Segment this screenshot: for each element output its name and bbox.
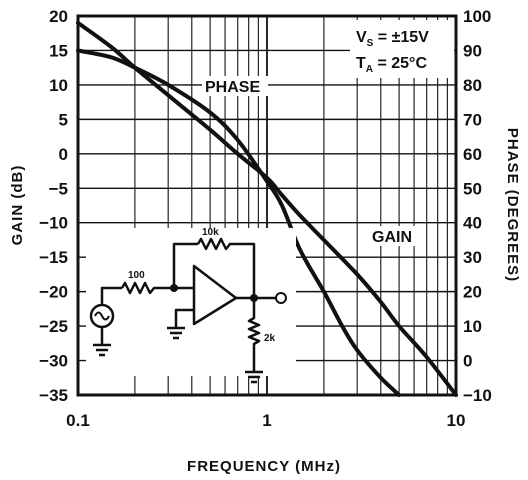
y-tick-label: −25	[39, 317, 68, 336]
y2-tick-label: 60	[463, 145, 482, 164]
junction-input	[170, 284, 178, 292]
y-tick-label: −15	[39, 248, 68, 267]
y-axis-left-title: GAIN (dB)	[9, 165, 26, 246]
feedback-resistor	[196, 237, 256, 298]
y-tick-label: −20	[39, 283, 68, 302]
gain-curve-label: GAIN	[372, 229, 412, 246]
source-sine	[94, 311, 110, 321]
curves	[76, 20, 458, 397]
y-tick-label: −5	[49, 179, 68, 198]
x-tick-label: 0.1	[66, 411, 90, 430]
y-tick-label: 10	[49, 76, 68, 95]
x-tick-label: 10	[447, 411, 466, 430]
y2-tick-label: 0	[463, 352, 472, 371]
condition-ta: TA = 25°C	[356, 55, 427, 75]
y2-tick-label: 20	[463, 283, 482, 302]
gain-label-background	[370, 226, 422, 246]
x-tick-label: 1	[262, 411, 271, 430]
phase-label-background	[202, 76, 268, 96]
gain-curve	[76, 20, 458, 397]
output-terminal	[275, 292, 287, 304]
phase-curve-label: PHASE	[205, 79, 260, 96]
y2-tick-label: 10	[463, 317, 482, 336]
y-axis-right-title: PHASE (DEGREES)	[504, 128, 521, 282]
junction-output	[250, 294, 258, 302]
y2-tick-label: −10	[463, 386, 492, 405]
op-amp-triangle	[192, 264, 238, 326]
plot-frame	[76, 14, 458, 397]
y-tick-label: 0	[59, 145, 68, 164]
y-tick-label: −30	[39, 352, 68, 371]
x-axis-title: FREQUENCY (MHz)	[187, 458, 341, 475]
y-tick-label: 20	[49, 7, 68, 26]
y2-tick-label: 30	[463, 248, 482, 267]
y2-tick-label: 50	[463, 179, 482, 198]
load-resistor	[247, 298, 261, 372]
y-tick-label: 5	[59, 110, 68, 129]
y2-tick-label: 100	[463, 7, 491, 26]
y-tick-label: −10	[39, 214, 68, 233]
feedback-resistor-label: 10k	[202, 227, 219, 238]
y2-tick-label: 40	[463, 214, 482, 233]
phase-curve	[76, 48, 402, 397]
y2-tick-label: 80	[463, 76, 482, 95]
y-tick-label: −35	[39, 386, 68, 405]
input-resistor-label: 100	[128, 270, 145, 281]
condition-vs: VS = ±15V	[356, 29, 429, 49]
source-wires	[100, 286, 122, 345]
conditions-background	[350, 20, 454, 78]
x-axis-ticks: 0.1 1 10	[66, 411, 465, 430]
load-ground	[245, 370, 263, 384]
schematic-background	[86, 228, 296, 376]
input-resistor	[120, 281, 174, 295]
y-tick-label: 15	[49, 41, 68, 60]
source-ground	[93, 343, 111, 357]
y2-tick-label: 70	[463, 110, 482, 129]
feedback-wire-left	[172, 242, 198, 288]
plus-ground	[167, 326, 185, 340]
load-resistor-label: 2k	[264, 333, 276, 344]
circuit-schematic: 100 10k 2k	[86, 227, 296, 384]
y2-tick-label: 90	[463, 41, 482, 60]
y-axis-left-ticks: 20 15 10 5 0 −5 −10 −15 −20 −25 −30 −35	[39, 7, 68, 405]
